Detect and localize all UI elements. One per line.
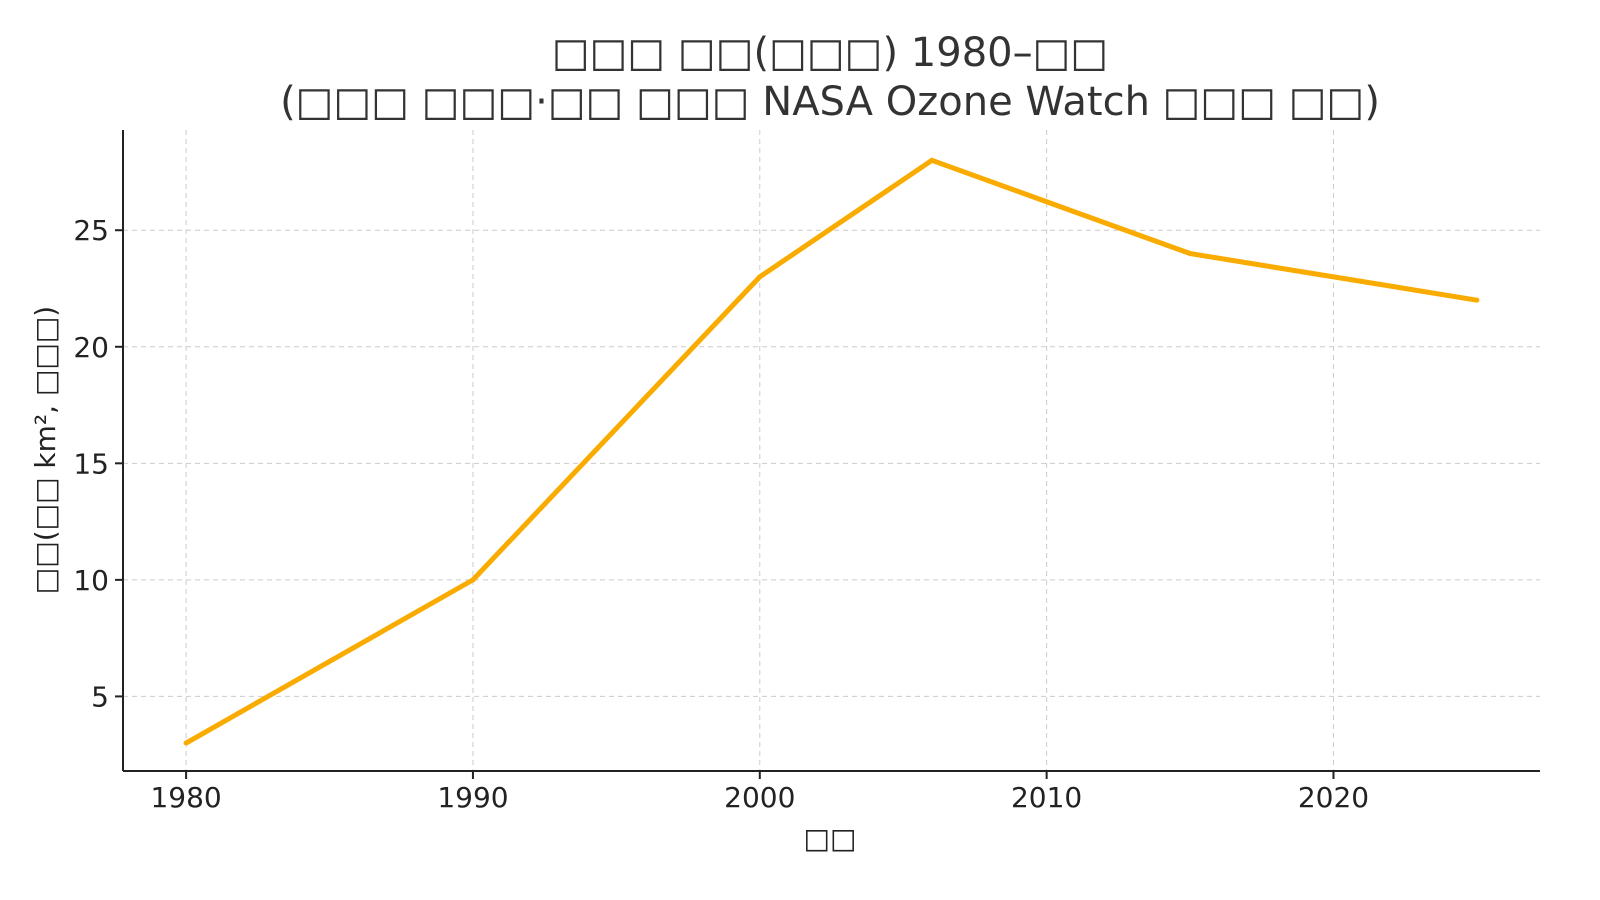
series-line-0 [184,157,1478,746]
chart-title-line-1: □□□ □□(□□□) 1980–□□ [552,30,1108,76]
y-tick-label-10: 10 [73,564,109,597]
grid-lines [123,130,1540,771]
y-tick-label-25: 25 [73,214,109,247]
data-point-2006 [929,157,935,163]
y-axis-label: □□(□□ km², □□□) [29,306,62,594]
x-axis-ticks: 1980 1990 2000 2010 2020 [150,771,1369,814]
data-point-2015 [1187,251,1193,257]
data-point-1980 [183,740,189,746]
x-tick-label-2020: 2020 [1298,781,1369,814]
x-tick-label-1990: 1990 [437,781,508,814]
y-axis-ticks: 5 10 15 20 25 [73,214,123,713]
series-layer [183,157,1480,746]
y-tick-label-15: 15 [73,447,109,480]
data-point-2000 [757,274,763,280]
y-tick-label-20: 20 [73,331,109,364]
x-tick-label-1980: 1980 [150,781,221,814]
data-point-2025 [1474,297,1480,303]
y-tick-label-5: 5 [91,680,109,713]
chart-title-line-2: (□□□ □□□·□□ □□□ NASA Ozone Watch □□□ □□) [280,79,1380,125]
x-axis-label: □□ [804,822,857,855]
data-point-1990 [470,577,476,583]
x-tick-label-2010: 2010 [1011,781,1082,814]
x-tick-label-2000: 2000 [724,781,795,814]
